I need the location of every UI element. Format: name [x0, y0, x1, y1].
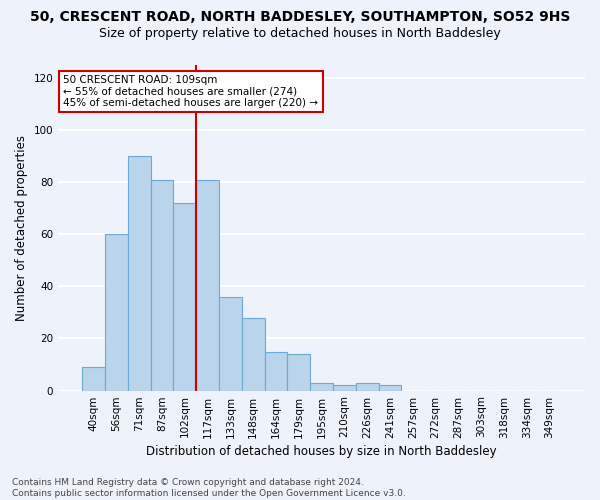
Bar [356, 383, 379, 390]
Bar [333, 386, 356, 390]
Text: 50 CRESCENT ROAD: 109sqm
← 55% of detached houses are smaller (274)
45% of semi-: 50 CRESCENT ROAD: 109sqm ← 55% of detach… [64, 75, 319, 108]
Bar [196, 180, 219, 390]
Bar [151, 180, 173, 390]
Bar [242, 318, 265, 390]
Text: 50, CRESCENT ROAD, NORTH BADDESLEY, SOUTHAMPTON, SO52 9HS: 50, CRESCENT ROAD, NORTH BADDESLEY, SOUT… [30, 10, 570, 24]
Bar [105, 234, 128, 390]
Text: Contains HM Land Registry data © Crown copyright and database right 2024.
Contai: Contains HM Land Registry data © Crown c… [12, 478, 406, 498]
Bar [379, 386, 401, 390]
Bar [219, 297, 242, 390]
Bar [287, 354, 310, 391]
Bar [173, 203, 196, 390]
Y-axis label: Number of detached properties: Number of detached properties [15, 135, 28, 321]
Bar [265, 352, 287, 391]
Bar [310, 383, 333, 390]
X-axis label: Distribution of detached houses by size in North Baddesley: Distribution of detached houses by size … [146, 444, 497, 458]
Bar [128, 156, 151, 390]
Text: Size of property relative to detached houses in North Baddesley: Size of property relative to detached ho… [99, 28, 501, 40]
Bar [82, 367, 105, 390]
